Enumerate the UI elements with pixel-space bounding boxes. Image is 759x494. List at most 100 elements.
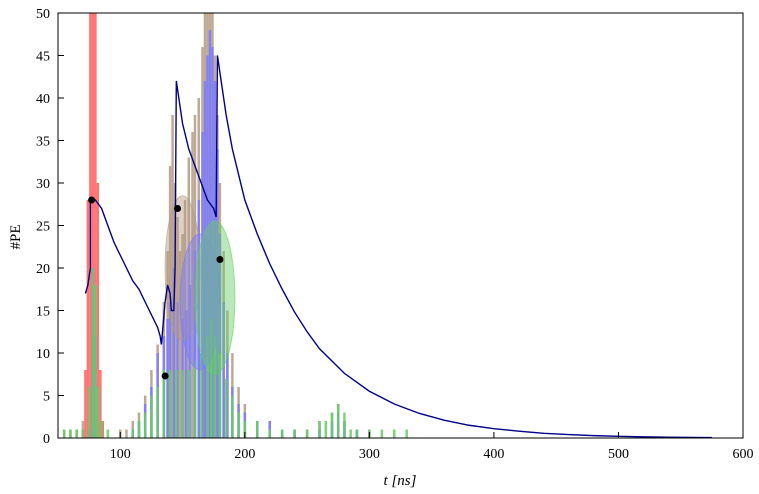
histogram-bar-green [91,268,95,438]
histogram-bar-blue [218,234,222,438]
histogram-bar-green [405,429,408,438]
histogram-bar-green [94,285,97,438]
histogram-bar-green [380,429,384,438]
histogram-bar-green [280,429,284,438]
histogram-bar-blue [176,302,179,438]
histogram-bar-red [99,370,102,438]
axis-layer: 100 200 300 400 500 600 0 5 10 15 20 25 30 35 40 45 50 [36,7,754,462]
histogram-bar-green [168,370,172,438]
histogram-bar-green [156,387,159,438]
histogram-bar-blue [197,200,200,438]
y-tick-label: 35 [36,135,50,150]
histogram-bar-green [209,319,213,438]
histogram-bar-blue [185,310,188,438]
histogram-bar-red [86,200,90,438]
histogram-bar-green [199,353,203,438]
histogram-bar-green [293,429,296,438]
x-tick-label: 500 [608,447,629,462]
histogram-bar-red [84,370,87,438]
histogram-bar-tan [183,200,187,438]
histogram-bar-blue [222,302,225,438]
point-layer [88,196,224,380]
histogram-bar-green [349,429,352,438]
histogram-bar-green [318,421,321,438]
histogram-bar-red [91,13,95,438]
y-tick-label: 10 [36,347,50,362]
histogram-bar-blue [206,55,209,438]
histogram-bar-green [343,412,346,438]
histogram-bar-red [96,183,100,438]
histogram-bar-blue [213,81,217,438]
histogram-bar-green [268,429,271,438]
histogram-bar-green [162,370,166,438]
data-point [174,205,182,212]
curve-layer [84,55,712,438]
x-axis-title: t [ns] [384,473,417,489]
histogram-bar-green [137,421,141,438]
histogram-bar-blue [203,81,207,438]
histogram-bar-blue [201,132,204,438]
data-point [88,196,96,204]
y-tick-label: 25 [36,220,50,235]
x-tick-label: 300 [359,447,380,462]
histogram-bar-blue [172,268,176,438]
histogram-bar-green [231,395,234,438]
histogram-bar-green [175,370,178,438]
histogram-bar-green [96,387,100,438]
y-tick-label: 50 [36,7,50,22]
histogram-bar-green [181,370,184,438]
y-tick-label: 20 [36,262,50,277]
histogram-bar-green [106,429,110,438]
y-tick-label: 45 [36,50,50,65]
histogram-bar-green [256,421,259,438]
histogram-bar-green [193,361,197,438]
y-tick-label: 15 [36,305,50,320]
histogram-bar-tan [178,251,182,438]
histogram-bar-green [324,421,328,438]
histogram-bar-green [100,421,103,438]
ellipse-layer [164,195,236,375]
histogram-bar-green [131,429,134,438]
histogram-bar-tan [125,429,128,438]
histogram-bar-green [243,421,247,438]
histogram-bar-green [393,429,396,438]
y-axis-title: #PE [8,224,24,249]
histogram-bar-green [206,336,209,438]
x-tick-label: 400 [483,447,504,462]
histogram-bar-green [224,378,228,438]
data-point [161,372,169,380]
histogram-bar-green [75,429,78,438]
x-tick-label: 600 [733,447,754,462]
ellipse-green [194,220,236,375]
histogram-bar-green [150,395,153,438]
x-tick-label: 200 [234,447,255,462]
histogram-bar-blue [211,47,214,438]
histogram-bar-green [62,429,66,438]
histogram-bar-blue [193,251,197,438]
y-tick-label: 30 [36,177,50,192]
y-tick-label: 40 [36,92,50,107]
histogram-bar-green [69,429,72,438]
histogram-bar-green [187,370,191,438]
ellipse-blue [179,233,221,371]
y-tick-label: 0 [43,432,50,447]
histogram-bar-tan [173,183,177,438]
plot-background [58,13,743,438]
histogram-bar-green [143,412,147,438]
histogram-bar-green [213,336,217,438]
histogram-bar-green [336,404,340,438]
histogram-bar-green [330,412,334,438]
histogram-bar-green [355,429,359,438]
histogram-bar-blue [216,149,219,438]
histogram-bar-tan [191,132,194,438]
histogram-bar-green [87,387,91,438]
histogram-bar-blue [208,30,212,438]
x-tick-label: 100 [110,447,131,462]
histogram-bar-red [94,13,97,438]
histogram-bar-green [305,429,309,438]
histogram-bar-blue [166,319,169,438]
fit-curve [84,55,712,438]
y-tick-label: 5 [43,390,50,405]
histogram-bar-green [218,353,222,438]
